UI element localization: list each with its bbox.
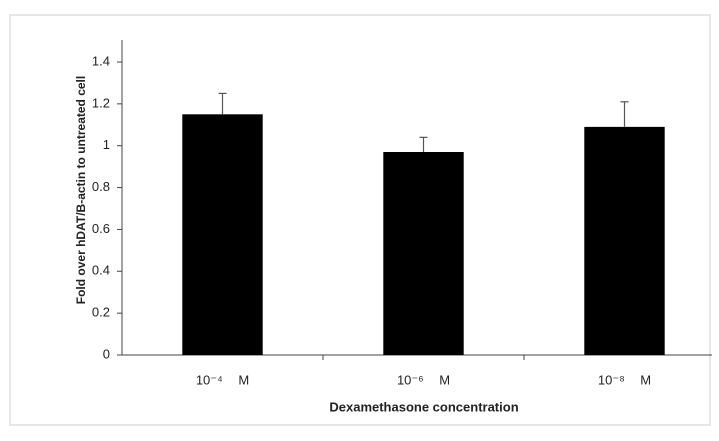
bar — [584, 127, 664, 355]
y-tick-label: 1.2 — [92, 95, 110, 110]
x-tick-label: 10⁻⁴ M — [196, 372, 249, 387]
error-bar — [621, 102, 629, 127]
error-bar — [219, 93, 227, 114]
y-tick-label: 1.4 — [92, 53, 110, 68]
bar — [383, 152, 463, 355]
x-axis-title: Dexamethasone concentration — [329, 399, 518, 414]
y-tick-label: 0.8 — [92, 179, 110, 194]
x-tick-label: 10⁻⁶ M — [397, 372, 450, 387]
y-axis-title: Fold over hDAT/B-actin to untreated cell — [74, 76, 88, 304]
error-bar — [420, 137, 428, 152]
y-tick-label: 0.6 — [92, 221, 110, 236]
y-tick-label: 0 — [103, 346, 110, 361]
y-tick-label: 0.2 — [92, 305, 110, 320]
y-tick-label: 0.4 — [92, 263, 110, 278]
y-tick-label: 1 — [103, 137, 110, 152]
chart: Dexamethasone concentration Fold over hD… — [0, 0, 719, 441]
bar — [182, 114, 262, 355]
x-tick-label: 10⁻⁸ M — [598, 372, 651, 387]
